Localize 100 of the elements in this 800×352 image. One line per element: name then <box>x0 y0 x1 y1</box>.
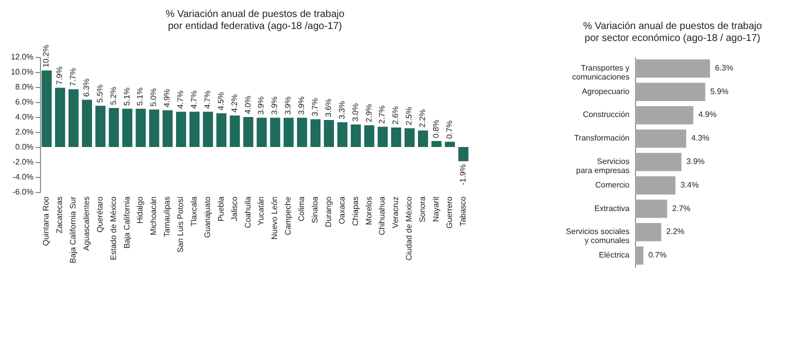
bar <box>350 124 361 147</box>
data-label: 3.9% <box>686 157 705 166</box>
x-tick-label: Durango <box>324 196 333 228</box>
y-tick-label: 10.0% <box>10 68 34 76</box>
bar <box>176 112 186 147</box>
y-tick-label: -6.0% <box>12 188 34 196</box>
data-label: 5.1% <box>122 88 132 106</box>
bar <box>635 223 662 242</box>
x-tick-label: Tabasco <box>458 196 468 226</box>
bar <box>635 129 686 148</box>
data-label: 4.7% <box>176 90 186 109</box>
bar <box>136 108 146 147</box>
bar <box>337 122 348 147</box>
chart-title: % Variación anual de puestos de trabajo por entidad federativa (ago-18 /ago-17) <box>166 8 345 32</box>
x-tick-label: Yucatán <box>256 196 266 226</box>
x-tick-label: Baja California Sur <box>68 196 78 264</box>
x-tick-label: Guanajuato <box>202 196 212 238</box>
x-tick-label: Zacatecas <box>55 196 64 234</box>
y-tick-label: Extractiva <box>594 204 630 213</box>
x-tick-label: Tlaxcala <box>190 196 199 226</box>
x-tick-label: Campeche <box>284 196 293 236</box>
x-tick-label: Oaxaca <box>337 196 346 224</box>
x-tick-label: Sonora <box>418 196 428 222</box>
x-tick-label: Nayarit <box>431 196 440 222</box>
bar <box>162 110 173 147</box>
bar <box>364 125 374 147</box>
bar <box>270 118 280 147</box>
bar <box>202 112 213 147</box>
x-tick-label: Veracruz <box>391 196 400 228</box>
bar <box>635 246 644 265</box>
data-label: 4.9% <box>162 89 172 108</box>
bar <box>189 112 200 147</box>
bar <box>635 59 710 78</box>
data-label: 10.2% <box>42 44 51 68</box>
data-label: 2.5% <box>404 107 414 126</box>
data-label: 3.9% <box>270 96 280 115</box>
x-tick-label: Coahuila <box>243 196 252 228</box>
data-label: 2.6% <box>391 106 400 124</box>
bar <box>310 119 321 147</box>
y-tick-label: Construcción <box>582 110 630 120</box>
data-label: 2.2% <box>666 227 684 236</box>
y-tick-label: Eléctrica <box>598 250 630 260</box>
bar <box>108 108 119 147</box>
x-tick-label: Baja California <box>122 196 132 249</box>
data-label: 0.7% <box>444 120 454 139</box>
data-label: 3.3% <box>337 101 346 120</box>
bar <box>444 142 455 147</box>
data-label: 2.7% <box>672 204 690 213</box>
y-tick-label: 4.0% <box>15 112 34 122</box>
bar <box>82 100 92 147</box>
bar <box>284 118 294 147</box>
bar <box>122 108 132 147</box>
data-label: 4.7% <box>190 90 199 109</box>
y-tick-label: Servicios para empresas <box>576 157 630 175</box>
bar <box>404 128 415 147</box>
bar <box>149 110 160 147</box>
data-label: 7.9% <box>55 66 64 85</box>
data-label: 4.3% <box>691 134 710 143</box>
data-label: 5.5% <box>95 84 104 103</box>
bar <box>418 130 428 147</box>
data-label: 3.9% <box>256 96 266 115</box>
bar <box>458 147 468 162</box>
data-label: 2.9% <box>364 104 374 122</box>
x-tick-label: Puebla <box>216 196 226 222</box>
y-tick-label: 6.0% <box>15 98 34 106</box>
x-tick-label: Morelos <box>364 196 374 225</box>
y-tick-label: 12.0% <box>10 52 34 62</box>
data-label: 7.7% <box>68 68 78 86</box>
data-label: 3.0% <box>350 103 360 122</box>
bar <box>55 88 66 147</box>
y-tick-label: Servicios sociales y comunales <box>566 227 630 246</box>
x-tick-label: Hidalgo <box>136 196 145 224</box>
x-tick-label: Aguascalientes <box>82 196 91 251</box>
data-label: 5.9% <box>710 86 728 96</box>
bar <box>431 141 442 147</box>
bar <box>42 70 52 147</box>
x-tick-label: Tamaulipas <box>162 196 172 237</box>
data-label: 3.7% <box>310 98 320 116</box>
data-label: 5.0% <box>149 88 158 106</box>
y-tick-label: Agropecuario <box>582 86 630 96</box>
x-tick-label: San Luis Potosí <box>176 196 186 253</box>
y-tick-label: -4.0% <box>12 172 34 182</box>
x-tick-label: Estado de México <box>108 196 118 260</box>
data-label: 3.9% <box>284 96 293 115</box>
x-tick-label: Colima <box>297 196 306 222</box>
data-label: 5.1% <box>136 88 145 106</box>
bar <box>635 176 676 195</box>
data-label: 4.9% <box>698 110 717 120</box>
y-tick-label: 2.0% <box>15 128 34 136</box>
y-tick-label: -2.0% <box>12 158 34 166</box>
x-tick-label: Guerrero <box>444 196 454 229</box>
x-tick-label: Chiapas <box>350 196 360 226</box>
data-label: 0.7% <box>648 250 667 260</box>
data-label: -1.9% <box>458 164 468 186</box>
data-label: 3.9% <box>297 96 306 115</box>
bar <box>391 128 402 147</box>
bar <box>243 117 254 147</box>
data-label: 6.3% <box>82 78 91 97</box>
data-label: 4.2% <box>230 94 239 112</box>
data-label: 4.7% <box>202 90 212 109</box>
